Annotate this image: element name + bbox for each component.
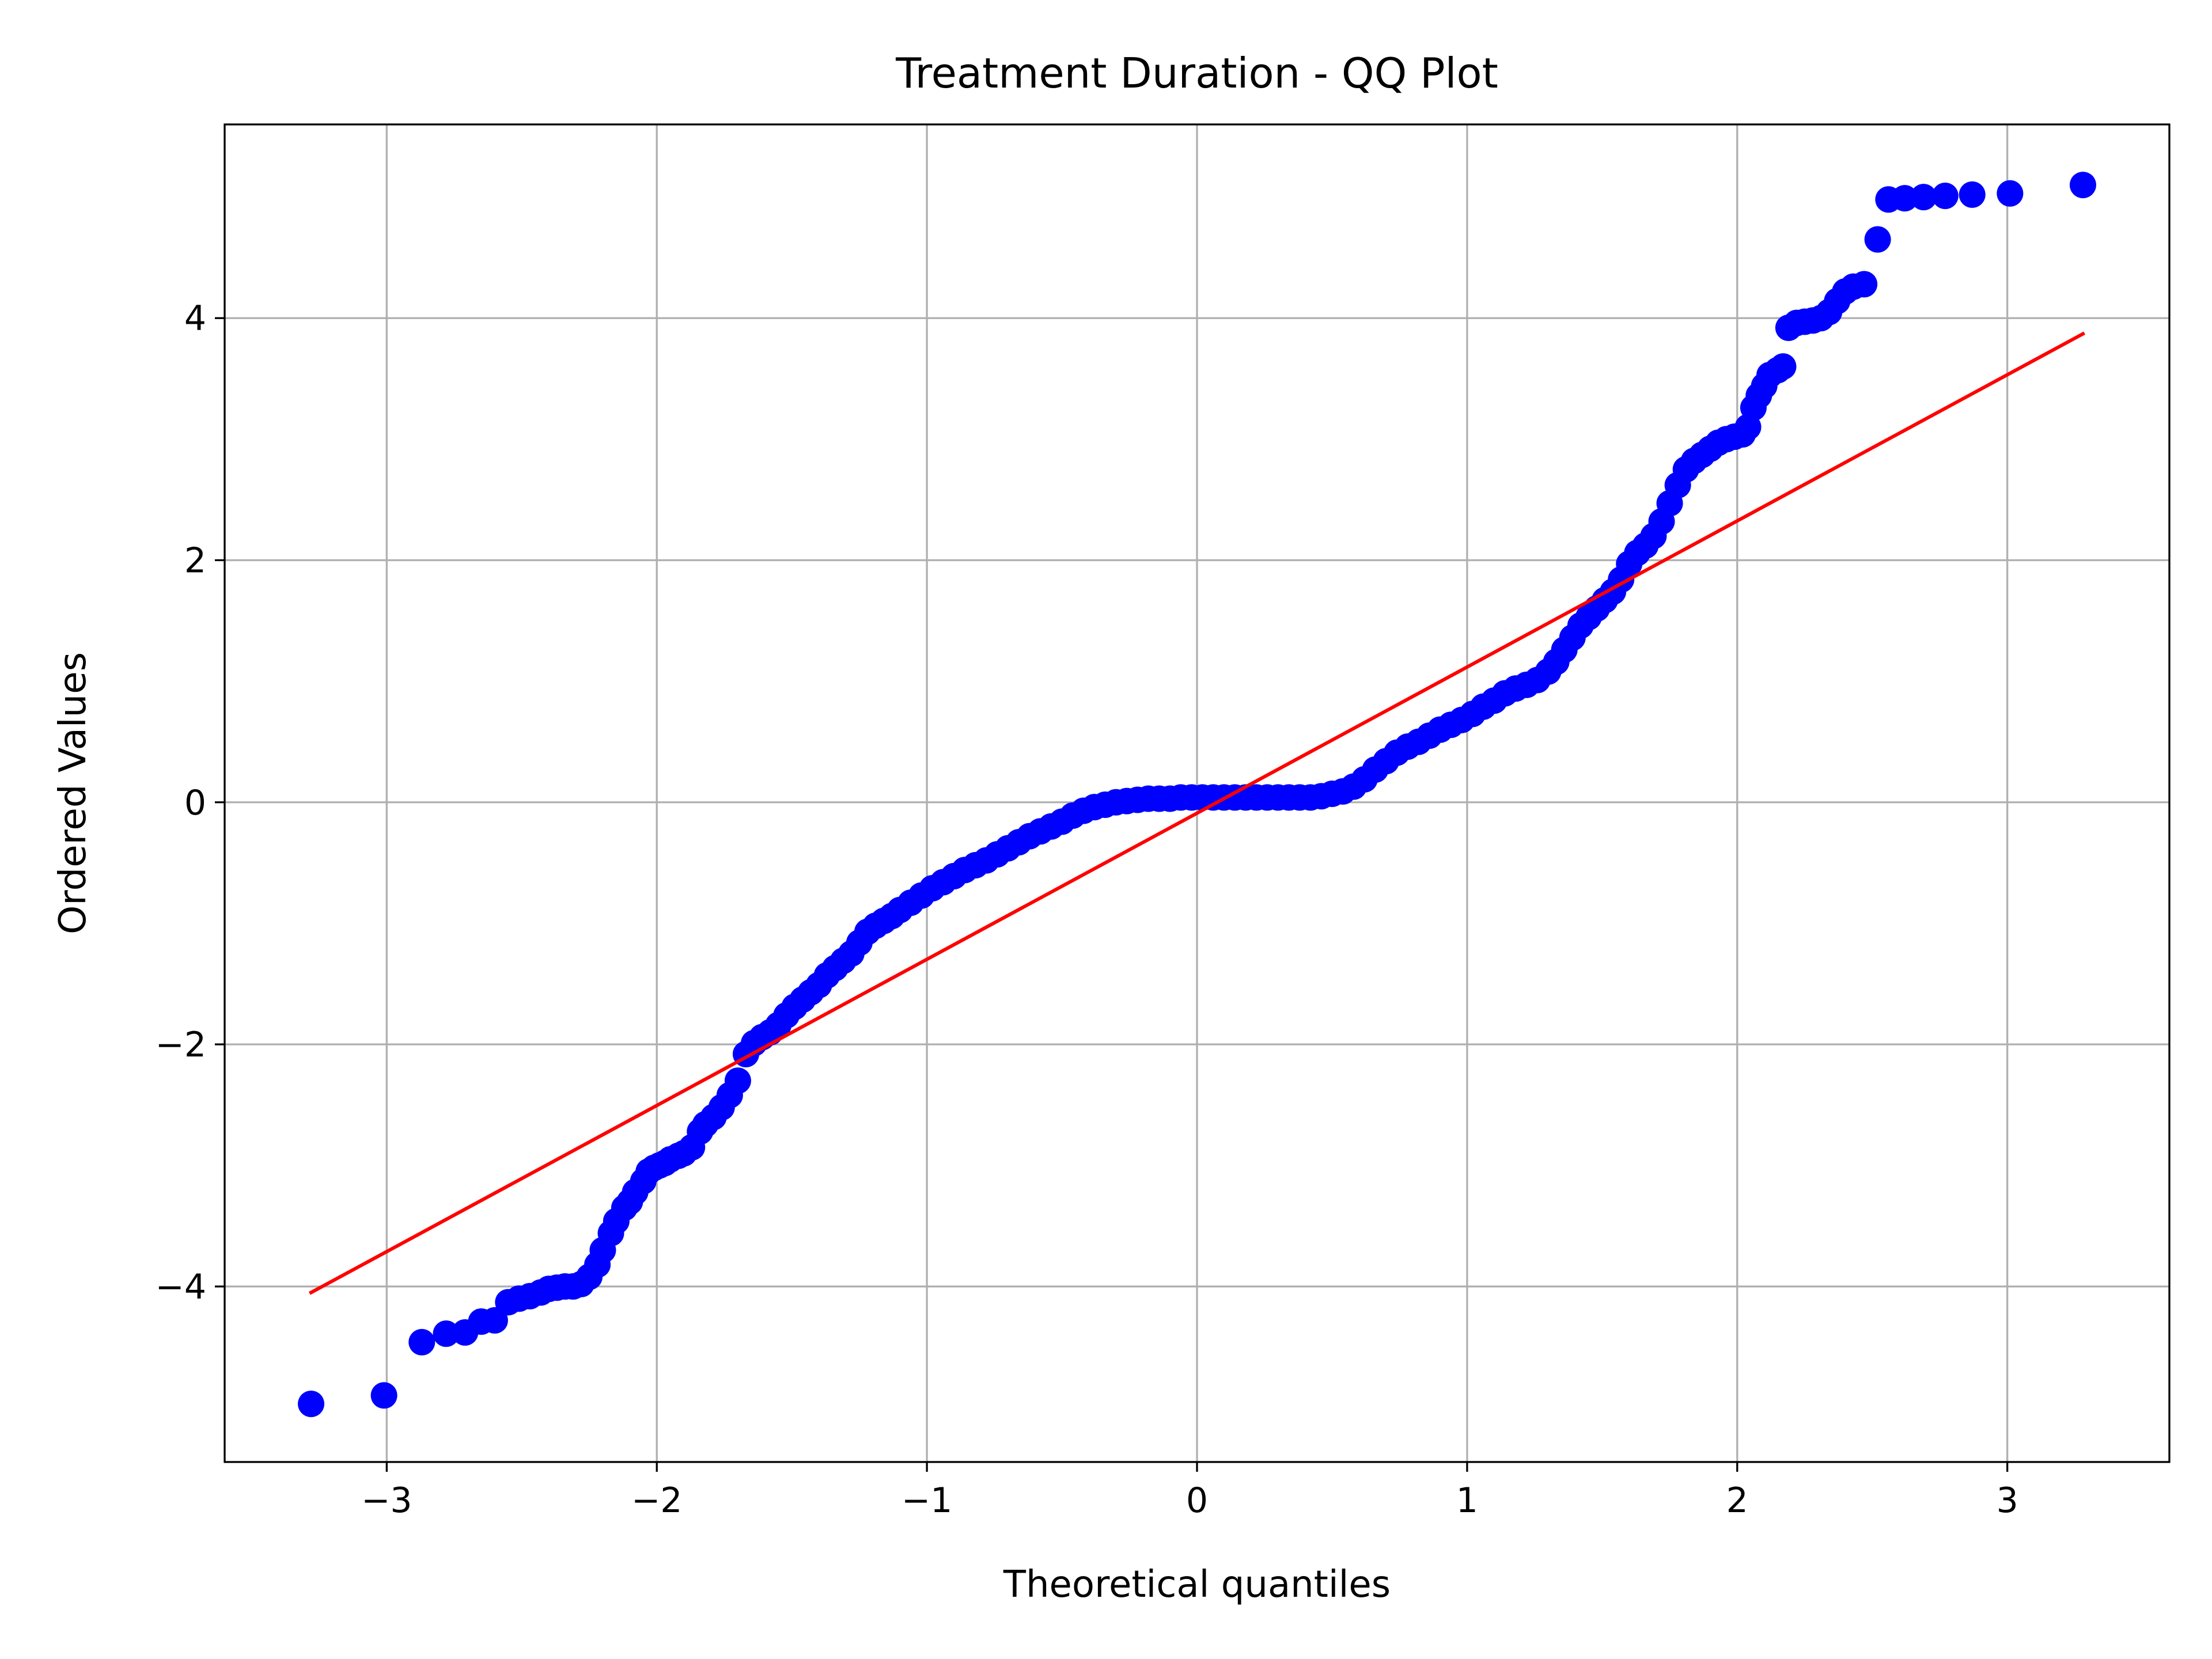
- y-tick-label: −4: [156, 1267, 206, 1307]
- x-tick-label: 2: [1726, 1480, 1748, 1521]
- reference-fit-line: [308, 331, 2086, 1295]
- data-point: [1864, 226, 1891, 253]
- data-point: [1891, 185, 1918, 212]
- data-point: [433, 1320, 460, 1347]
- x-tick-label: 1: [1456, 1480, 1478, 1521]
- data-point: [2069, 172, 2096, 199]
- data-points: [298, 172, 2096, 1418]
- x-tick-label: −2: [631, 1480, 682, 1521]
- data-point: [298, 1391, 325, 1418]
- x-tick-label: 3: [1997, 1480, 2018, 1521]
- y-axis-ticks: −4 −2 0 2 4: [156, 298, 225, 1307]
- data-point: [1931, 182, 1959, 209]
- data-point: [1851, 271, 1878, 298]
- data-point: [370, 1382, 397, 1409]
- data-point: [1997, 180, 2024, 207]
- data-point: [1770, 353, 1797, 380]
- data-point: [724, 1067, 751, 1094]
- chart-title: Treatment Duration - QQ Plot: [895, 49, 1498, 97]
- y-tick-label: 4: [184, 298, 206, 339]
- x-axis-label: Theoretical quantiles: [1003, 1563, 1391, 1606]
- fit-line-layer: [308, 331, 2086, 1295]
- data-point: [1959, 181, 1986, 208]
- x-tick-label: −3: [361, 1480, 412, 1521]
- x-tick-label: 0: [1186, 1480, 1208, 1521]
- x-tick-label: −1: [902, 1480, 952, 1521]
- y-tick-label: 2: [184, 540, 206, 581]
- y-tick-label: 0: [184, 783, 206, 823]
- y-tick-label: −2: [156, 1025, 206, 1065]
- data-point: [1910, 184, 1937, 211]
- y-axis-label: Ordered Values: [52, 652, 94, 934]
- data-point: [408, 1328, 435, 1355]
- x-axis-ticks: −3 −2 −1 0 1 2 3: [361, 1462, 2018, 1521]
- data-point: [481, 1307, 508, 1334]
